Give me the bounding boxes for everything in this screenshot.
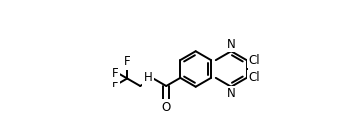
Text: N: N [227,87,236,100]
Text: Cl: Cl [249,71,260,84]
Text: O: O [162,101,171,114]
Text: Cl: Cl [249,54,260,67]
Text: H: H [144,71,153,84]
Text: N: N [227,38,236,51]
Text: F: F [112,67,118,80]
Text: F: F [112,77,118,90]
Text: F: F [124,55,131,68]
